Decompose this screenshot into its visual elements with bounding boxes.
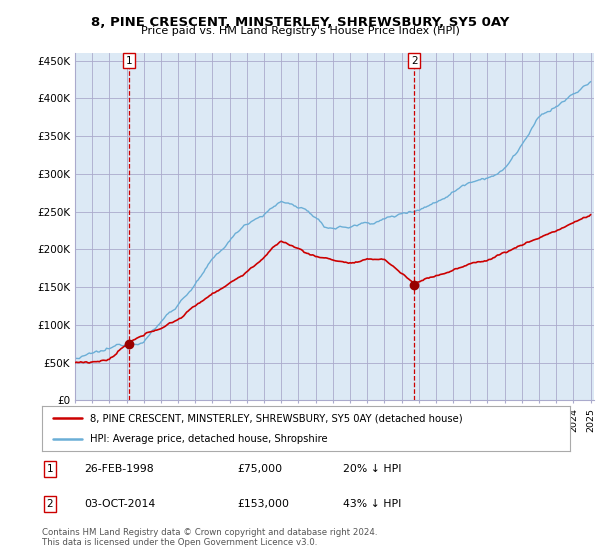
Text: 2: 2 (411, 56, 418, 66)
Text: £75,000: £75,000 (238, 464, 283, 474)
Text: Contains HM Land Registry data © Crown copyright and database right 2024.
This d: Contains HM Land Registry data © Crown c… (42, 528, 377, 547)
Text: 20% ↓ HPI: 20% ↓ HPI (343, 464, 401, 474)
Text: Price paid vs. HM Land Registry's House Price Index (HPI): Price paid vs. HM Land Registry's House … (140, 26, 460, 36)
Text: 8, PINE CRESCENT, MINSTERLEY, SHREWSBURY, SY5 0AY: 8, PINE CRESCENT, MINSTERLEY, SHREWSBURY… (91, 16, 509, 29)
Text: £153,000: £153,000 (238, 499, 289, 509)
Text: 1: 1 (47, 464, 53, 474)
Text: 43% ↓ HPI: 43% ↓ HPI (343, 499, 401, 509)
Text: 2: 2 (47, 499, 53, 509)
Text: 03-OCT-2014: 03-OCT-2014 (84, 499, 155, 509)
Text: 26-FEB-1998: 26-FEB-1998 (84, 464, 154, 474)
Text: HPI: Average price, detached house, Shropshire: HPI: Average price, detached house, Shro… (89, 433, 327, 444)
Text: 8, PINE CRESCENT, MINSTERLEY, SHREWSBURY, SY5 0AY (detached house): 8, PINE CRESCENT, MINSTERLEY, SHREWSBURY… (89, 413, 462, 423)
Text: 1: 1 (126, 56, 133, 66)
